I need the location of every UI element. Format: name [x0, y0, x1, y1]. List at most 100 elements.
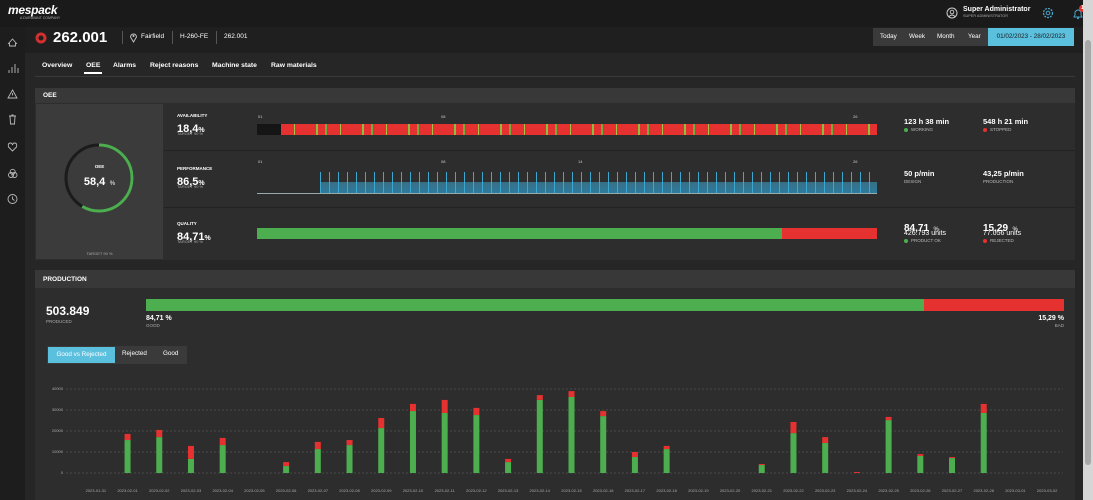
- gauge: [64, 143, 134, 213]
- date-range[interactable]: 01/02/2023 - 28/02/2023: [988, 28, 1074, 46]
- stats-icon[interactable]: [8, 64, 19, 73]
- stat-label-row: DESIGN: [904, 179, 921, 185]
- bar-segment: [156, 437, 163, 473]
- x-tick-label: 2023-02-25: [878, 488, 899, 493]
- settings-icon[interactable]: [1042, 7, 1054, 19]
- bar-segment: [949, 458, 956, 473]
- metric-value: 84,71: [177, 231, 205, 243]
- stat-label-row: REJECTED: [983, 238, 1014, 244]
- bad-label: BAD: [1054, 323, 1064, 328]
- notification-badge: 1: [1079, 5, 1086, 12]
- period-group: [873, 28, 988, 46]
- x-tick-label: 2023-02-15: [561, 488, 582, 493]
- stat-label: REJECTED: [990, 238, 1014, 244]
- bar-segment: [156, 429, 163, 438]
- bar-segment: [822, 442, 829, 473]
- x-tick-label: 2023-02-27: [942, 488, 963, 493]
- alarm-icon[interactable]: [7, 89, 18, 99]
- y-tick-label: 0: [61, 470, 64, 475]
- metric-unit: %: [204, 235, 211, 242]
- bar-segment: [790, 421, 797, 434]
- bar-segment: [980, 403, 987, 413]
- period-button[interactable]: Today: [880, 33, 897, 40]
- tab-underline: [84, 72, 102, 74]
- tab[interactable]: Overview: [42, 62, 73, 69]
- tab[interactable]: Reject reasons: [150, 62, 199, 69]
- period-button[interactable]: Year: [968, 33, 981, 40]
- sidebar-icons: [7, 38, 19, 204]
- logo-sub: A DURAVANT COMPANY: [20, 16, 61, 20]
- production-total: 503.849: [46, 304, 90, 318]
- toggle-good[interactable]: Good: [163, 350, 179, 357]
- bar-segment: [536, 395, 543, 400]
- bar-segment: [822, 437, 829, 443]
- stat-unit: %: [1012, 227, 1018, 233]
- user-icon[interactable]: [946, 7, 958, 19]
- period-button[interactable]: Month: [937, 33, 955, 40]
- stat-dot: [904, 128, 908, 132]
- metric-label: QUALITY: [177, 221, 197, 226]
- user-name[interactable]: Super Administrator: [963, 6, 1031, 13]
- notifications-icon[interactable]: [1072, 7, 1084, 20]
- bar-segment: [917, 455, 924, 473]
- good-label: GOOD: [146, 323, 160, 328]
- stat-unit: %: [933, 227, 939, 233]
- bar-segment: [124, 440, 131, 473]
- bar-segment: [600, 416, 607, 473]
- tab[interactable]: OEE: [86, 62, 101, 69]
- tab[interactable]: Machine state: [212, 62, 257, 69]
- bar-segment: [219, 437, 226, 446]
- bar-segment: [885, 420, 892, 473]
- tab[interactable]: Raw materials: [271, 62, 317, 69]
- scrollbar-thumb[interactable]: [1085, 40, 1091, 465]
- separator: [216, 31, 217, 44]
- tab[interactable]: Alarms: [113, 62, 137, 69]
- bar-segment: [980, 412, 987, 473]
- gauge-unit: %: [109, 181, 116, 187]
- bar-segment: [853, 471, 860, 473]
- x-tick-label: 2023-01-31: [86, 488, 107, 493]
- x-tick-label: 2023-02-23: [815, 488, 836, 493]
- health-icon[interactable]: [7, 142, 18, 152]
- toggle-all[interactable]: Good vs Rejected: [48, 347, 115, 363]
- separator: [122, 31, 123, 44]
- oee-title: OEE: [43, 92, 57, 99]
- metric-label: AVAILABILITY: [177, 113, 208, 118]
- toggle-rejected[interactable]: Rejected: [122, 350, 147, 357]
- bar-segment: [187, 458, 194, 473]
- bar-segment: [441, 399, 448, 413]
- bar-segment: [758, 463, 765, 466]
- bar-segment: [409, 411, 416, 473]
- bar-segment: [378, 417, 385, 429]
- x-tick-label: 2023-02-10: [403, 488, 424, 493]
- quality-bar: [257, 228, 783, 239]
- metric-readout: 84,71%: [177, 228, 211, 244]
- bar-segment: [663, 449, 670, 473]
- stat-readout: 15,29 %: [983, 219, 1018, 235]
- x-tick-label: 2023-02-14: [530, 488, 551, 493]
- gauge-label: OEE: [94, 164, 105, 169]
- metric-unit: %: [198, 127, 205, 134]
- tab-divider: [35, 76, 1075, 77]
- y-tick-label: 20000: [52, 428, 64, 433]
- gauge-value: 58,4: [83, 176, 106, 188]
- sparkline-baseline: [257, 193, 877, 194]
- timeline-label: 08: [441, 159, 446, 164]
- production-title: PRODUCTION: [43, 276, 87, 283]
- trash-icon[interactable]: [9, 114, 16, 125]
- bar-segment: [631, 457, 638, 473]
- x-tick-label: 2023-02-22: [783, 488, 804, 493]
- logo[interactable]: mespack: [8, 3, 58, 17]
- performance-sparkline: [320, 172, 877, 194]
- home-icon[interactable]: [7, 38, 18, 47]
- bar-segment: [124, 433, 131, 441]
- bar-segment: [283, 462, 290, 467]
- period-button[interactable]: Week: [909, 33, 925, 40]
- x-tick-label: 2023-02-26: [910, 488, 931, 493]
- bar-segment: [378, 428, 385, 473]
- machine-id: 262.001: [53, 29, 108, 46]
- row-divider: [164, 207, 1075, 208]
- stat-dot: [983, 239, 987, 243]
- stat-label-row: STOPPED: [983, 127, 1011, 133]
- stat-readout: 84,71 %: [904, 219, 939, 235]
